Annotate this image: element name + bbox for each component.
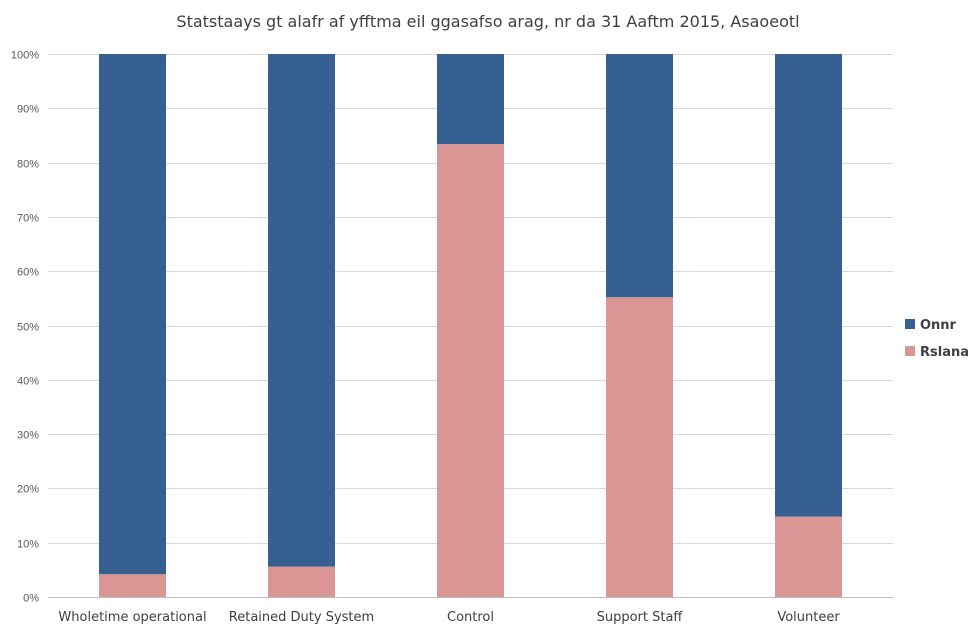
y-tick-label: 40%	[17, 376, 39, 388]
y-tick-label: 60%	[17, 267, 39, 279]
x-tick-label: Volunteer	[777, 610, 840, 625]
bar-segment-rslana	[99, 574, 166, 597]
y-tick-label: 100%	[11, 50, 39, 62]
y-tick-label: 0%	[23, 593, 39, 605]
bar-segment-onnr	[437, 54, 504, 145]
legend-swatch-onnr	[905, 319, 915, 329]
y-tick-label: 10%	[17, 539, 39, 551]
legend-swatch-rslana	[905, 346, 915, 356]
legend: Onnr Rslana	[905, 318, 969, 360]
bar-segment-rslana	[606, 297, 673, 597]
y-tick-label: 70%	[17, 213, 39, 225]
bar-segment-onnr	[775, 54, 842, 517]
chart-title: Statstaays gt alafr af yfftma eil ggasaf…	[176, 12, 799, 31]
y-tick-label: 20%	[17, 484, 39, 496]
bar-segment-rslana	[437, 144, 504, 597]
x-tick-label: Wholetime operational	[58, 610, 206, 625]
bar-segment-rslana	[775, 516, 842, 597]
legend-label-rslana: Rslana	[920, 345, 969, 360]
bar-segment-onnr	[268, 54, 335, 567]
bars	[99, 54, 842, 597]
bar-segment-rslana	[268, 566, 335, 597]
y-tick-label: 90%	[17, 104, 39, 116]
bar-segment-onnr	[99, 54, 166, 575]
legend-label-onnr: Onnr	[920, 318, 957, 333]
bar-segment-onnr	[606, 54, 673, 298]
y-tick-label: 30%	[17, 430, 39, 442]
y-tick-label: 50%	[17, 322, 39, 334]
x-tick-label: Support Staff	[597, 610, 684, 625]
x-axis: Wholetime operational Retained Duty Syste…	[58, 610, 840, 625]
y-tick-label: 80%	[17, 159, 39, 171]
x-tick-label: Control	[447, 610, 494, 625]
y-axis: 0% 10% 20% 30% 40% 50% 60% 70% 80% 90% 100%	[11, 50, 39, 605]
x-tick-label: Retained Duty System	[229, 610, 374, 625]
